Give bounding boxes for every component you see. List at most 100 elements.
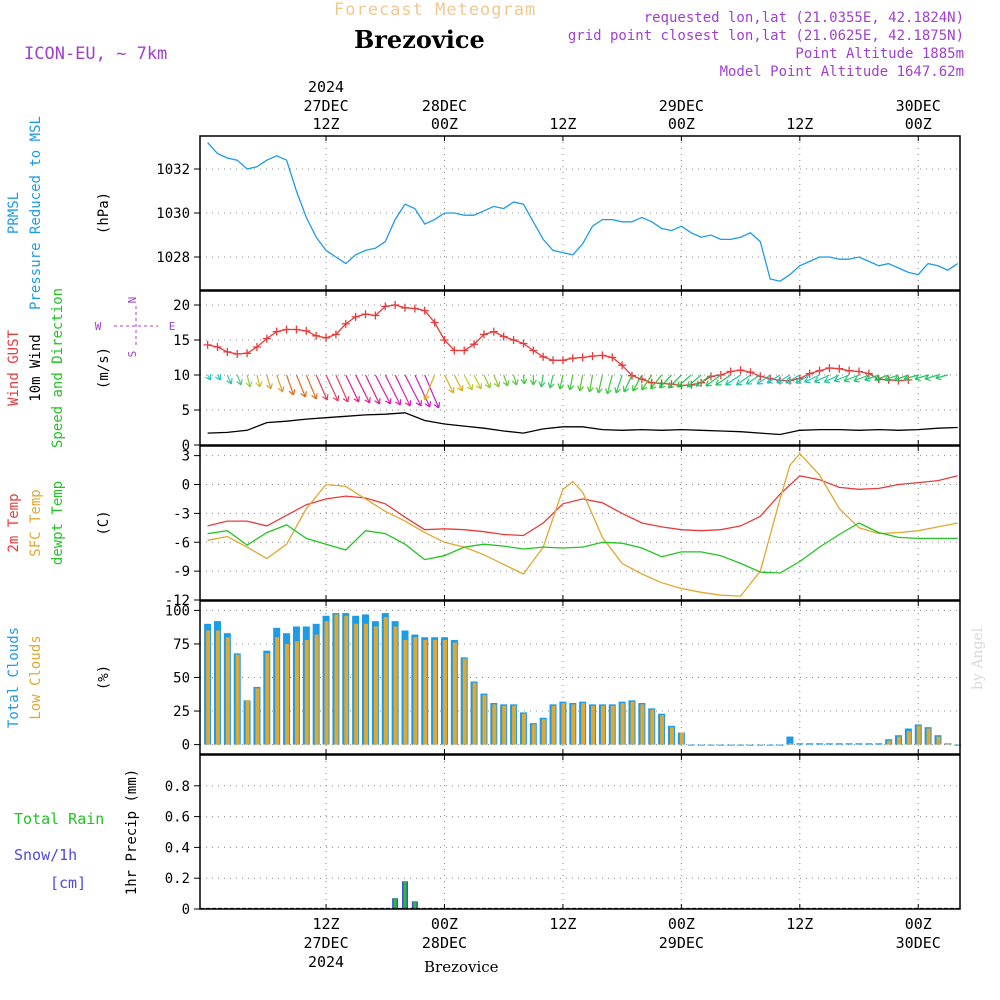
wind-direction-arrow xyxy=(632,374,643,392)
wind-direction-arrow xyxy=(924,374,939,381)
wind-direction-arrow xyxy=(538,374,546,388)
total-clouds-bar xyxy=(796,743,804,745)
wind-direction-arrow xyxy=(605,374,613,395)
gust-marker xyxy=(529,346,538,355)
wind-direction-arrow xyxy=(874,374,889,382)
pressure-ytick-label: 1032 xyxy=(156,162,190,178)
wind-direction-arrow xyxy=(686,374,702,388)
precip-legend-label: Snow/1h xyxy=(14,846,77,864)
wind-direction-arrow xyxy=(325,374,340,402)
pressure-ylabel: (hPa) xyxy=(96,192,112,234)
wind-direction-arrow xyxy=(255,374,263,388)
low-clouds-bar xyxy=(897,736,901,745)
wind-direction-arrow xyxy=(622,374,633,393)
wind-direction-arrow xyxy=(833,374,850,383)
temperature-frame xyxy=(199,445,961,601)
top-time-label: 12Z xyxy=(312,115,339,133)
wind-direction-arrow xyxy=(586,374,594,393)
precip-ytick-label: 0.4 xyxy=(165,840,190,856)
low-clouds-bar xyxy=(354,623,359,745)
wind-direction-arrow xyxy=(414,374,432,408)
gust-marker xyxy=(825,364,834,372)
low-clouds-bar xyxy=(946,743,951,745)
point-altitude: Point Altitude 1885m xyxy=(795,46,964,62)
wind-direction-arrow xyxy=(804,374,820,384)
gust-marker xyxy=(213,343,222,351)
total-clouds-bar xyxy=(697,744,705,746)
wind-ylabel: 10m Wind xyxy=(28,334,44,401)
gust-marker xyxy=(647,378,656,387)
top-time-label: 00Z xyxy=(431,115,458,133)
low-clouds-bar xyxy=(620,703,625,745)
series-prmsl xyxy=(207,142,959,282)
gust-marker xyxy=(252,343,261,351)
gust-marker xyxy=(401,303,409,312)
temperature-ytick-label: -6 xyxy=(173,535,190,551)
precip-legend-label: Total Rain xyxy=(14,810,104,828)
wind-direction-arrow xyxy=(215,374,222,381)
low-clouds-bar xyxy=(482,694,487,745)
temperature-panel: -12 -9 -6 -3 0 3 2m Temp SFC Temp dewpt Temp (C) xyxy=(6,445,961,609)
gust-marker xyxy=(331,330,340,339)
bottom-time-label: 30DEC xyxy=(896,934,941,952)
total-clouds-bar xyxy=(816,743,824,745)
wind-direction-arrow xyxy=(756,374,771,385)
low-clouds-bar xyxy=(225,637,230,745)
gust-marker xyxy=(568,354,577,363)
wind-frame xyxy=(199,290,961,446)
temperature-ytick-label: -9 xyxy=(173,564,190,580)
gust-marker xyxy=(430,318,439,327)
top-time-label: 28DEC xyxy=(422,97,467,115)
wind-ylabel: Wind GUST xyxy=(6,330,22,406)
pressure-ytick-label: 1030 xyxy=(156,206,190,222)
temperature-ytick-label: -3 xyxy=(173,506,190,522)
wind-direction-arrow xyxy=(567,374,575,391)
precip-ytick-label: 0.2 xyxy=(165,871,190,887)
total-clouds-bar xyxy=(954,744,962,746)
total-clouds-bar xyxy=(717,744,725,746)
temperature-ytick-label: 3 xyxy=(182,449,190,465)
wind-direction-arrow xyxy=(667,374,682,389)
gust-marker xyxy=(371,311,380,320)
clouds-ylabel: Total Clouds xyxy=(6,627,22,728)
low-clouds-bar xyxy=(887,740,892,745)
low-clouds-bar xyxy=(561,703,566,745)
low-clouds-bar xyxy=(215,630,220,745)
wind-direction-arrow xyxy=(715,374,732,386)
gust-marker xyxy=(243,349,252,358)
wind-direction-arrow xyxy=(745,374,761,385)
low-clouds-bar xyxy=(600,705,605,745)
gust-marker xyxy=(558,356,567,365)
wind-direction-arrow xyxy=(529,375,537,386)
chart-top-title: Forecast Meteogram xyxy=(334,0,537,20)
temperature-ytick-label: -12 xyxy=(165,593,190,609)
gust-marker xyxy=(351,312,360,321)
wind-direction-arrow xyxy=(725,374,741,386)
series-sfc-temp xyxy=(207,452,958,597)
gust-marker xyxy=(835,364,844,373)
wind-direction-arrow xyxy=(394,374,412,407)
gust-marker xyxy=(223,347,232,356)
wind-direction-arrow xyxy=(903,374,919,382)
wind-direction-arrow xyxy=(423,374,436,401)
total-clouds-bar xyxy=(756,744,764,746)
gust-marker xyxy=(509,336,518,344)
low-clouds-bar xyxy=(531,724,536,745)
gust-marker xyxy=(805,369,814,378)
gust-marker xyxy=(489,327,498,336)
low-clouds-bar xyxy=(669,727,674,745)
wind-ylabel: Speed and Direction xyxy=(50,288,66,448)
total-clouds-bar xyxy=(766,744,774,746)
gust-marker xyxy=(361,310,370,319)
low-clouds-bar xyxy=(916,725,921,745)
low-clouds-bar xyxy=(462,658,467,745)
wind-direction-arrow xyxy=(823,374,840,384)
compass-north: N xyxy=(126,297,139,304)
pressure-ytick-label: 1028 xyxy=(156,250,190,266)
gust-marker xyxy=(460,346,469,355)
rain-bar xyxy=(393,898,397,909)
gust-marker xyxy=(499,332,508,341)
gust-marker xyxy=(736,366,745,375)
rain-bar xyxy=(413,901,417,909)
gust-marker xyxy=(262,334,271,343)
